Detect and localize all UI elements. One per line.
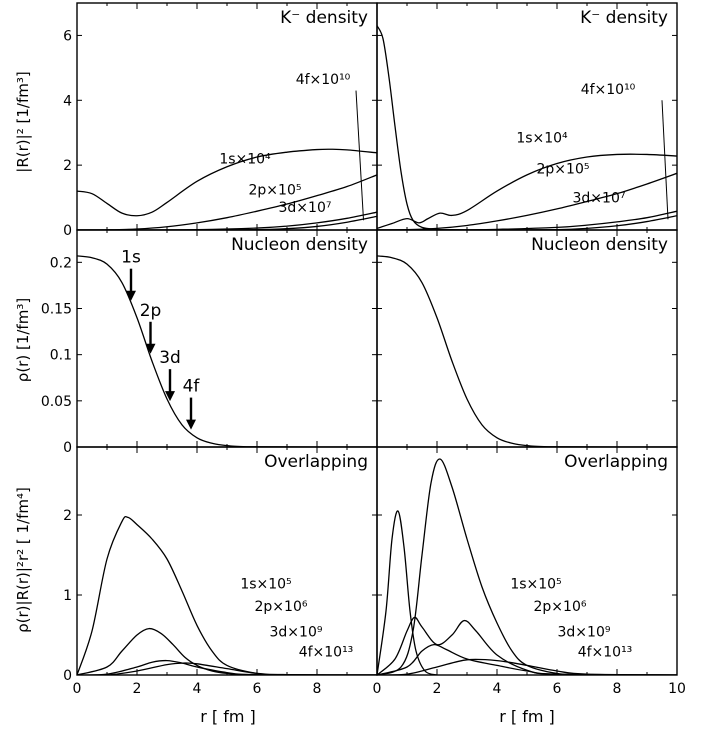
series-line-2 (377, 458, 677, 675)
series-label-3: 2p×10⁶ (534, 599, 587, 615)
series-line-1 (77, 255, 377, 447)
x-tick-label: 4 (493, 681, 502, 697)
arrow-label-4f: 4f (183, 377, 201, 397)
series-label-5: 4f×10¹³ (578, 645, 633, 661)
y-tick-label: 0.1 (50, 348, 72, 364)
series-line-3 (377, 172, 677, 230)
arrow-label-1s: 1s (121, 248, 141, 268)
series-line-1 (77, 148, 377, 217)
series-label-4: 3d×10⁹ (558, 625, 611, 641)
label-pointer (355, 90, 364, 221)
label-pointer (661, 100, 669, 220)
xlabel-left: r [ fm ] (200, 707, 256, 726)
y-tick-label: 0 (63, 440, 72, 456)
panel-title: Nucleon density (531, 235, 668, 255)
series-label-3: 3d×10⁷ (279, 200, 332, 216)
panel-frame (76, 2, 378, 231)
x-tick-label: 0 (373, 681, 382, 697)
series-label-1: 1s×10⁴ (219, 152, 271, 168)
y-tick-label: 4 (63, 93, 72, 109)
series-label-2: 1s×10⁵ (510, 577, 561, 593)
series-line-5 (377, 215, 677, 230)
panel-6: 0 2 4 6 8 10 Overlapping 1s×10⁵ 2p×10⁶ 3d×10⁹ 4f×1… (373, 446, 686, 697)
series-line-4 (377, 643, 677, 675)
panel-title: Nucleon density (231, 235, 368, 255)
panel-5: 0 1 2 0 2 4 6 8 Overlapping 1s×10⁵ 2p×10⁶ 3d×10⁹ 4f×… (63, 446, 378, 697)
y-tick-label: 6 (63, 28, 72, 44)
series-line-3 (77, 659, 377, 675)
series-label-1: 1s×10⁵ (240, 577, 291, 593)
panel-frame (376, 446, 678, 676)
y-tick-label: 0.15 (41, 301, 72, 317)
series-label-2: 2p×10⁶ (255, 599, 308, 615)
x-tick-label: 8 (613, 681, 622, 697)
panel-title: Overlapping (264, 452, 368, 472)
y-tick-label: 0 (63, 668, 72, 684)
series-line-1 (377, 510, 438, 675)
panel-frame (376, 2, 678, 231)
y-tick-label: 1 (63, 588, 72, 604)
y-tick-label: 2 (63, 158, 72, 174)
arrow-label-3d: 3d (159, 348, 181, 368)
series-line-1 (377, 25, 468, 230)
ylabel-middle: ρ(r) [1/fm³] (14, 298, 32, 382)
panel-title: K⁻ density (580, 8, 668, 28)
panel-frame (76, 446, 378, 676)
x-tick-label: 10 (668, 681, 686, 697)
series-line-4 (77, 662, 377, 675)
series-line-2 (77, 174, 377, 230)
y-tick-label: 0 (63, 223, 72, 239)
x-tick-label: 6 (553, 681, 562, 697)
series-label-5: 4f×10¹⁰ (581, 82, 636, 98)
xlabel-right: r [ fm ] (499, 707, 555, 726)
panel-title: K⁻ density (280, 8, 368, 28)
x-tick-label: 0 (73, 681, 82, 697)
series-line-1 (377, 255, 677, 447)
x-tick-label: 8 (313, 681, 322, 697)
series-line-2 (77, 627, 377, 675)
x-tick-label: 6 (253, 681, 262, 697)
panel-frame (376, 229, 678, 448)
series-label-3: 3d×10⁹ (270, 625, 323, 641)
arrow-head (186, 419, 196, 430)
x-tick-label: 4 (193, 681, 202, 697)
arrow-head (126, 290, 136, 301)
arrow-head (145, 343, 156, 354)
arrow-label-2p: 2p (140, 301, 162, 321)
ylabel-bottom: ρ(r)|R(r)|²r² [ 1/fm⁴] (14, 487, 32, 633)
series-line-5 (377, 658, 677, 675)
series-label-4: 4f×10¹⁰ (296, 72, 351, 88)
x-tick-label: 2 (433, 681, 442, 697)
panel-1: 0 2 4 6 K⁻ density 1s×10⁴ 2p×10⁵ 3d×10⁷ 4f×10¹⁰ (63, 2, 378, 239)
panel-2: K⁻ density 1s×10⁴ 2p×10⁵ 3d×10⁷ 4f×10¹⁰ (376, 2, 678, 231)
ylabel-top: |R(r)|² [1/fm³] (14, 71, 32, 172)
y-tick-label: 0.2 (50, 255, 72, 271)
series-label-3: 2p×10⁵ (537, 161, 590, 177)
series-label-2: 2p×10⁵ (249, 182, 302, 198)
series-label-4: 3d×10⁷ (573, 190, 626, 206)
series-line-2 (377, 153, 677, 229)
x-tick-label: 2 (133, 681, 142, 697)
series-label-2: 1s×10⁴ (516, 130, 568, 146)
y-tick-label: 2 (63, 508, 72, 524)
panel-4: Nucleon density (376, 229, 678, 448)
arrow-head (165, 391, 175, 402)
series-label-4: 4f×10¹³ (299, 645, 354, 661)
series-line-4 (77, 215, 377, 230)
panel-title: Overlapping (564, 452, 668, 472)
y-tick-label: 0.05 (41, 394, 72, 410)
